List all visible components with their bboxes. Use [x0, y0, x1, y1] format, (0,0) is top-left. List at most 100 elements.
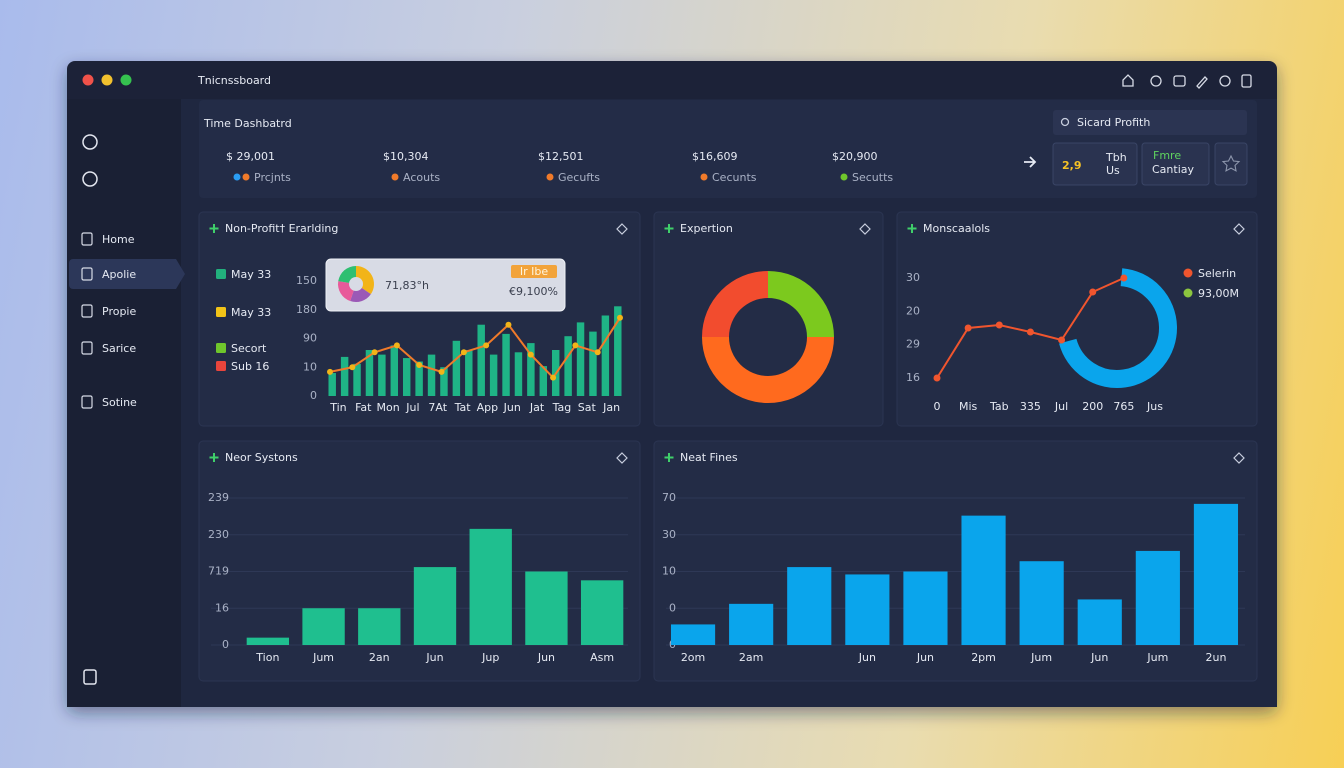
- nav-item[interactable]: Propie: [102, 305, 136, 318]
- bar: [390, 345, 399, 396]
- tooltip-value: 71,83°h: [385, 279, 429, 292]
- check-icon[interactable]: [1219, 75, 1231, 87]
- panel: [653, 211, 884, 427]
- edit-icon[interactable]: [1196, 76, 1208, 89]
- y-tick-label: 150: [296, 274, 317, 287]
- kpi-value: $12,501: [538, 150, 584, 163]
- panel-menu[interactable]: [1233, 223, 1245, 235]
- y-tick-label: 239: [208, 491, 229, 504]
- close-button[interactable]: [82, 74, 94, 86]
- kpi-label: Cecunts: [712, 171, 757, 184]
- kpi-dot: [840, 173, 848, 181]
- bar: [589, 331, 597, 396]
- tooltip-icon: [349, 277, 363, 291]
- panel-menu[interactable]: [616, 452, 628, 464]
- x-tick-label: Jup: [481, 651, 499, 664]
- y-tick-label: 180: [296, 303, 317, 316]
- bar: [845, 574, 890, 645]
- tooltip-icon: [356, 266, 374, 295]
- x-tick-label: 2an: [369, 651, 390, 664]
- line-point: [349, 364, 356, 371]
- kpi-value: $20,900: [832, 150, 878, 163]
- panel-menu[interactable]: [859, 223, 871, 235]
- x-tick-label: Jul: [1054, 400, 1068, 413]
- line-point: [594, 349, 601, 356]
- bar: [961, 515, 1006, 645]
- header-title: Time Dashbatrd: [203, 117, 292, 130]
- y-tick-label: 0: [669, 601, 676, 614]
- line-point: [617, 314, 623, 321]
- line-point: [505, 321, 512, 328]
- x-tick-label: Sat: [578, 401, 597, 414]
- x-tick-label: Jus: [1146, 400, 1163, 413]
- bar: [415, 361, 423, 396]
- search-icon: [1060, 117, 1070, 127]
- nav-icon: [81, 232, 93, 246]
- nav-item[interactable]: Apolie: [102, 268, 136, 281]
- maximize-button[interactable]: [120, 74, 132, 86]
- file-icon[interactable]: [1241, 74, 1252, 88]
- header-panel: [199, 100, 1257, 198]
- settings-icon[interactable]: [82, 134, 98, 150]
- x-tick-label: 7At: [428, 401, 447, 414]
- line-point: [572, 342, 579, 349]
- profile-icon[interactable]: [82, 171, 98, 187]
- nav-icon: [81, 304, 93, 318]
- search-box[interactable]: [1053, 110, 1247, 135]
- x-tick-label: Tat: [454, 401, 472, 414]
- bar: [452, 340, 461, 396]
- nav-item[interactable]: Home: [102, 233, 135, 246]
- line: [329, 317, 621, 380]
- bar: [246, 637, 290, 645]
- bar: [302, 608, 345, 645]
- nav-item[interactable]: Sotine: [102, 396, 137, 409]
- window-icon[interactable]: [1173, 75, 1186, 87]
- kpi-dot: [700, 173, 708, 181]
- x-tick-label: Asm: [590, 651, 614, 664]
- x-tick-label: App: [477, 401, 499, 414]
- x-tick-label: 2un: [1205, 651, 1226, 664]
- x-tick-label: Jun: [503, 401, 521, 414]
- bar: [378, 354, 386, 396]
- bar: [1077, 599, 1122, 645]
- line-point: [995, 321, 1003, 329]
- legend-label: May 33: [231, 306, 271, 319]
- y-tick-label: 719: [208, 565, 229, 578]
- donut-segment: [702, 271, 768, 337]
- panel-menu[interactable]: [616, 223, 628, 235]
- nav-item[interactable]: Sarice: [102, 342, 136, 355]
- bar: [340, 356, 349, 396]
- home-icon[interactable]: [1122, 74, 1134, 87]
- bar: [365, 350, 374, 396]
- y-tick-label: 29: [906, 338, 920, 351]
- line-point: [460, 349, 467, 356]
- favorite-card[interactable]: [1214, 142, 1248, 186]
- bar: [1019, 561, 1064, 645]
- kpi-value: $ 29,001: [226, 150, 275, 163]
- panel-star: [907, 224, 917, 233]
- bar: [469, 528, 512, 645]
- bar: [465, 350, 473, 396]
- y-tick-label: 20: [906, 304, 920, 317]
- bar: [564, 336, 572, 396]
- minimize-button[interactable]: [101, 74, 113, 86]
- line-point: [1120, 274, 1128, 282]
- bar: [729, 603, 774, 645]
- bar: [427, 354, 436, 396]
- bar: [328, 373, 336, 396]
- bar: [440, 367, 448, 396]
- legend-label: May 33: [231, 268, 271, 281]
- y-tick-label: 30: [906, 271, 920, 284]
- stat-value: 2,9: [1062, 159, 1082, 172]
- panel-menu[interactable]: [1233, 452, 1245, 464]
- arrow-icon[interactable]: [1024, 156, 1037, 168]
- tooltip-change: €9,100%: [509, 285, 558, 298]
- panel-title: Expertion: [680, 222, 733, 235]
- bar: [502, 333, 510, 396]
- panel-title: Monscaalols: [923, 222, 990, 235]
- line-point: [550, 374, 557, 381]
- clock-icon[interactable]: [1150, 75, 1162, 87]
- logout-icon[interactable]: [83, 669, 97, 685]
